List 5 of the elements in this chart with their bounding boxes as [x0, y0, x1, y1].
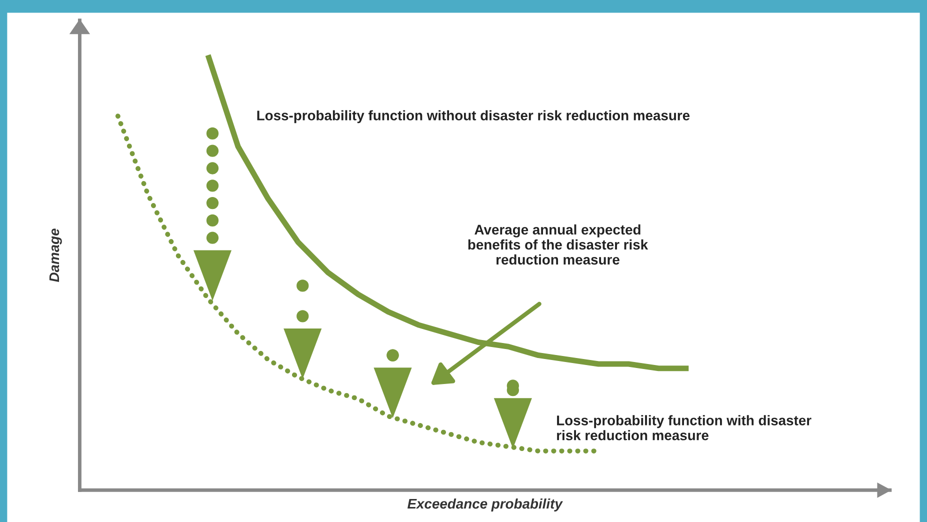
annotation: Average annual expected benefits of the disaster risk reduction measure: [468, 224, 648, 265]
series-label: Loss-probability function with disaster risk reduction measure: [557, 415, 812, 440]
y-axis-title: Damage: [49, 228, 62, 282]
x-axis-title: Exceedance probability: [407, 498, 563, 512]
series-label: Loss-probability function without disaster risk reduction measure: [257, 110, 690, 124]
